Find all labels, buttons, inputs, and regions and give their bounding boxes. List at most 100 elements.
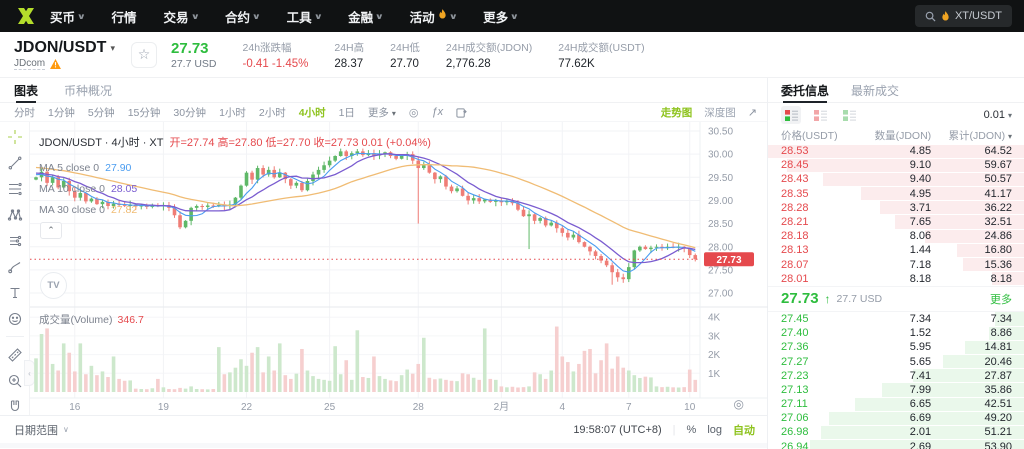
- depth-bar: [942, 354, 1024, 369]
- timeframe-1小时[interactable]: 1小时: [219, 106, 246, 119]
- xabcd-pattern-tool-icon[interactable]: [6, 206, 24, 223]
- search-box[interactable]: XT/USDT: [914, 5, 1012, 27]
- percent-scale-button[interactable]: %: [686, 423, 697, 436]
- view-asks-icon[interactable]: [810, 106, 830, 124]
- orderbook-ask-row[interactable]: 28.01 8.18 8.18: [768, 272, 1024, 286]
- svg-text:19: 19: [158, 402, 170, 413]
- orderbook-bid-row[interactable]: 27.23 7.41 27.87: [768, 369, 1024, 383]
- col-price: 价格(USDT): [781, 130, 838, 142]
- orderbook-ask-row[interactable]: 28.35 4.95 41.17: [768, 187, 1024, 201]
- scroll-to-realtime-icon[interactable]: ◎: [733, 397, 744, 411]
- more-link[interactable]: 更多: [990, 293, 1012, 306]
- pair-caret-icon[interactable]: ▾: [110, 42, 115, 53]
- timeframe-分时[interactable]: 分时: [14, 106, 35, 119]
- xt-logo-icon[interactable]: [16, 6, 36, 26]
- orderbook-bid-row[interactable]: 27.36 5.95 14.81: [768, 340, 1024, 354]
- nav-item[interactable]: 工具 ∨: [287, 7, 323, 26]
- caret-down-icon: ▾: [1007, 110, 1012, 120]
- orderbook-ask-row[interactable]: 28.13 1.44 16.80: [768, 243, 1024, 257]
- bids-list: 27.45 7.34 7.34 27.40 1.52 8.86 27.36 5.95 14.81…: [768, 312, 1024, 449]
- brush-tool-icon[interactable]: [6, 258, 24, 275]
- chart-wrap: ‹ 30.50 30.00 29.50 29.00 28.50 28.00 27.50 27.…: [0, 122, 768, 415]
- depth-bar: [823, 172, 1024, 187]
- pair-block[interactable]: JDON/USDT ▾ JDcom: [14, 39, 115, 70]
- timeframe-5分钟[interactable]: 5分钟: [87, 106, 115, 119]
- orderbook-bid-row[interactable]: 26.94 2.69 53.90: [768, 440, 1024, 449]
- orderbook-ask-row[interactable]: 28.28 3.71 36.22: [768, 201, 1024, 215]
- trendline-tool-icon[interactable]: [6, 154, 24, 171]
- tab-order-info[interactable]: 委托信息: [781, 78, 829, 103]
- nav-item[interactable]: 交易 ∨: [164, 7, 200, 26]
- nav-item[interactable]: 行情: [112, 7, 137, 26]
- candlestick-chart[interactable]: 30.50 30.00 29.50 29.00 28.50 28.00 27.50 27.00…: [30, 122, 768, 415]
- timeframe-more[interactable]: 更多 ▾: [367, 106, 396, 119]
- orderbook-bid-row[interactable]: 27.13 7.99 35.86: [768, 383, 1024, 397]
- depth-bar: [957, 243, 1024, 257]
- legend-collapse-button[interactable]: ⌃: [40, 222, 62, 239]
- caret-down-icon: ∨: [374, 11, 384, 21]
- search-hot-pair[interactable]: XT/USDT: [954, 10, 1002, 22]
- depth-view-button[interactable]: 深度图: [704, 106, 736, 119]
- hot-flame-icon: [942, 10, 949, 21]
- orderbook-bid-row[interactable]: 27.27 5.65 20.46: [768, 354, 1024, 369]
- orderbook-bid-row[interactable]: 27.45 7.34 7.34: [768, 312, 1024, 326]
- tab-chart[interactable]: 图表: [14, 78, 38, 103]
- chart-canvas[interactable]: 30.50 30.00 29.50 29.00 28.50 28.00 27.50 27.00…: [30, 122, 768, 415]
- orderbook-ask-row[interactable]: 28.43 9.40 50.57: [768, 172, 1024, 187]
- orderbook-ask-row[interactable]: 28.21 7.65 32.51: [768, 215, 1024, 229]
- forecast-tool-icon[interactable]: [6, 232, 24, 249]
- col-cumulative[interactable]: 累计(JDON) ▾: [948, 130, 1012, 142]
- nav-item[interactable]: 合约 ∨: [225, 7, 261, 26]
- orderbook-ask-row[interactable]: 28.45 9.10 59.67: [768, 158, 1024, 172]
- orderbook-bid-row[interactable]: 26.98 2.01 51.21: [768, 425, 1024, 440]
- ruler-tool-icon[interactable]: [6, 346, 24, 363]
- orderbook-ask-row[interactable]: 28.07 7.18 15.36: [768, 258, 1024, 272]
- favorite-star-icon[interactable]: ☆: [130, 41, 157, 68]
- svg-text:2月: 2月: [494, 401, 510, 413]
- timeframe-4小时[interactable]: 4小时: [298, 106, 326, 119]
- target-icon[interactable]: ◎: [408, 106, 419, 119]
- orderbook-ask-row[interactable]: 28.53 4.85 64.52: [768, 144, 1024, 158]
- timeframe-30分钟[interactable]: 30分钟: [173, 106, 207, 119]
- line-view-button[interactable]: 走势图: [660, 106, 693, 119]
- last-trade-row[interactable]: 27.73 ↑ 27.7 USD 更多: [768, 285, 1024, 312]
- orderbook-bid-row[interactable]: 27.06 6.69 49.20: [768, 411, 1024, 425]
- timeframe-2小时[interactable]: 2小时: [258, 106, 286, 119]
- tab-latest-trades[interactable]: 最新成交: [851, 83, 900, 98]
- caret-down-icon: ▾: [391, 108, 396, 118]
- view-both-icon[interactable]: [781, 106, 801, 124]
- nav-item-label: 合约: [225, 10, 251, 25]
- timeframe-1日[interactable]: 1日: [338, 106, 355, 119]
- nav-item[interactable]: 买币 ∨: [50, 7, 86, 26]
- text-tool-icon[interactable]: [6, 284, 24, 301]
- orderbook-last-price: 27.73: [781, 290, 819, 308]
- emoji-tool-icon[interactable]: [6, 310, 24, 327]
- tradingview-logo[interactable]: TV: [40, 272, 67, 299]
- nav-item[interactable]: 活动 ∨: [410, 7, 457, 26]
- date-range-button[interactable]: 日期范围 ∨: [14, 424, 69, 437]
- timeframe-1分钟[interactable]: 1分钟: [48, 106, 75, 119]
- zoom-in-tool-icon[interactable]: [6, 372, 24, 389]
- orderbook-bid-row[interactable]: 27.40 1.52 8.86: [768, 326, 1024, 340]
- fib-retracement-tool-icon[interactable]: [6, 180, 24, 197]
- view-bids-icon[interactable]: [839, 106, 859, 124]
- orderbook-bid-row[interactable]: 27.11 6.65 42.51: [768, 397, 1024, 411]
- project-name[interactable]: JDcom: [14, 58, 46, 70]
- nav-item[interactable]: 更多 ∨: [483, 7, 519, 26]
- log-scale-button[interactable]: log: [707, 423, 722, 436]
- drawing-toolbar: [0, 122, 30, 415]
- nav-item[interactable]: 金融 ∨: [348, 7, 384, 26]
- precision-dropdown[interactable]: 0.01 ▾: [983, 109, 1012, 121]
- expand-icon[interactable]: ↗: [747, 106, 757, 119]
- indicators-fx-icon[interactable]: ƒx: [431, 106, 444, 118]
- crosshair-tool-icon[interactable]: [6, 128, 24, 145]
- svg-text:10: 10: [684, 402, 696, 413]
- compare-icon[interactable]: [456, 107, 467, 118]
- timeframe-15分钟[interactable]: 15分钟: [127, 106, 161, 119]
- auto-scale-button[interactable]: 自动: [733, 424, 755, 437]
- depth-bar: [881, 383, 1024, 397]
- tab-coin-overview[interactable]: 币种概况: [64, 83, 113, 98]
- magnet-tool-icon[interactable]: [6, 398, 24, 415]
- orderbook-ask-row[interactable]: 28.18 8.06 24.86: [768, 229, 1024, 243]
